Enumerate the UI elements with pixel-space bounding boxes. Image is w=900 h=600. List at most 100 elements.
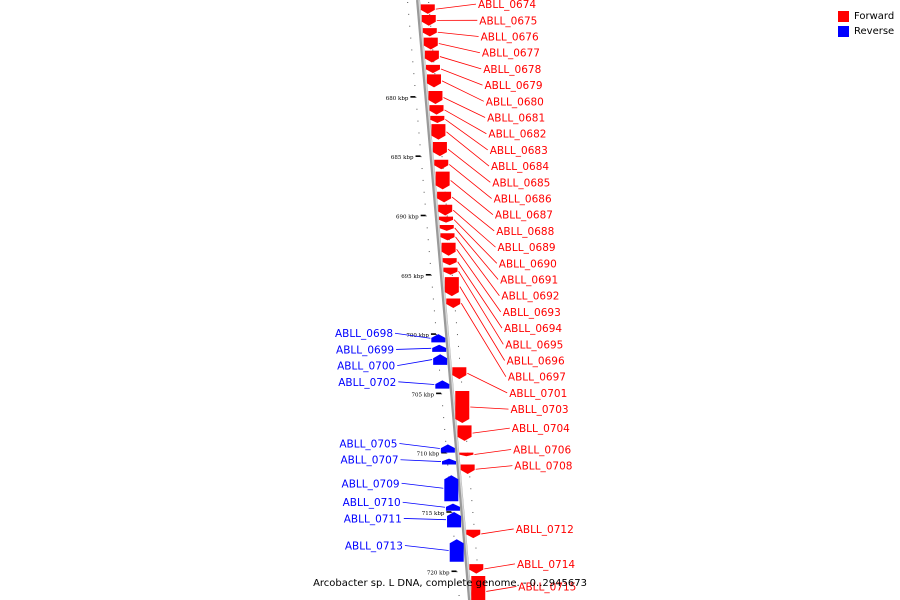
gene-label-abll_0696: ABLL_0696 (507, 356, 565, 368)
leader-abll_0691 (454, 227, 499, 280)
leader-abll_0685 (447, 148, 491, 183)
legend-label-reverse: Reverse (854, 26, 895, 37)
gene-label-abll_0710: ABLL_0710 (343, 497, 401, 509)
minor-tick-left (426, 227, 428, 229)
leader-abll_0707 (400, 459, 442, 462)
gene-arrow-abll_0703 (455, 391, 470, 424)
gene-label-abll_0697: ABLL_0697 (508, 372, 566, 384)
minor-tick-left (431, 286, 433, 288)
gene-arrow-abll_0680 (427, 74, 442, 88)
minor-tick-left (444, 428, 446, 430)
gene-arrow-abll_0683 (430, 115, 445, 123)
minor-tick-right (433, 61, 435, 63)
minor-tick-right (451, 274, 453, 276)
leader-abll_0706 (474, 449, 512, 455)
minor-tick-left (408, 13, 410, 15)
gene-label-abll_0709: ABLL_0709 (342, 478, 400, 490)
gene-label-abll_0676: ABLL_0676 (481, 32, 539, 44)
gene-label-abll_0680: ABLL_0680 (486, 96, 544, 108)
leader-abll_0699 (396, 347, 432, 350)
leader-abll_0682 (444, 109, 487, 135)
leader-abll_0702 (398, 381, 435, 385)
minor-tick-right (461, 381, 463, 383)
leader-abll_0701 (467, 372, 508, 394)
minor-tick-left (414, 85, 416, 87)
gene-label-abll_0692: ABLL_0692 (501, 291, 559, 303)
minor-tick-left (430, 274, 432, 276)
leader-abll_0714 (484, 563, 516, 570)
tick-label: 710 kbp (417, 452, 440, 458)
gene-label-abll_0675: ABLL_0675 (479, 15, 537, 27)
leader-abll_0696 (459, 286, 505, 361)
minor-tick-left (442, 405, 444, 407)
gene-arrow-abll_0699 (432, 344, 447, 352)
leader-abll_0687 (450, 180, 494, 216)
gene-label-abll_0693: ABLL_0693 (503, 307, 561, 319)
gene-label-abll_0713: ABLL_0713 (345, 541, 403, 553)
gene-arrow-abll_0679 (425, 64, 440, 74)
gene-label-abll_0701: ABLL_0701 (509, 388, 567, 400)
gene-arrow-abll_0692 (440, 233, 455, 241)
minor-tick-left (424, 203, 426, 205)
minor-tick-right (457, 345, 459, 347)
minor-tick-left (410, 37, 412, 39)
minor-tick-left (447, 464, 449, 466)
legend-item-forward: Forward (838, 9, 900, 24)
leader-abll_0686 (449, 164, 492, 199)
gene-label-abll_0703: ABLL_0703 (511, 404, 569, 416)
gene-label-abll_0678: ABLL_0678 (483, 64, 541, 76)
minor-tick-right (455, 322, 457, 324)
leader-abll_0680 (441, 80, 484, 102)
leader-abll_0679 (440, 68, 483, 86)
minor-tick-left (457, 583, 459, 585)
minor-tick-left (439, 369, 441, 371)
leader-abll_0690 (453, 219, 498, 264)
leader-abll_0705 (399, 443, 440, 449)
minor-tick-right (430, 25, 432, 27)
leader-abll_0678 (439, 56, 482, 70)
leader-abll_0695 (458, 271, 504, 345)
leader-abll_0674 (435, 3, 477, 10)
minor-tick-right (472, 511, 474, 513)
gene-label-abll_0679: ABLL_0679 (485, 80, 543, 92)
tick-label: 720 kbp (427, 570, 450, 576)
gene-label-abll_0682: ABLL_0682 (488, 129, 546, 141)
leader-abll_0697 (460, 303, 507, 377)
minor-tick-right (448, 239, 450, 241)
minor-tick-left (428, 251, 430, 253)
minor-tick-left (413, 73, 415, 75)
gene-arrows (420, 4, 486, 600)
minor-tick-left (453, 535, 455, 537)
gene-labels: ABLL_0674 ABLL_0675 ABLL_0676 ABLL_0677 ABLL… (335, 0, 576, 593)
leader-abll_0677 (438, 43, 480, 54)
minor-tick-right (469, 476, 471, 478)
leader-abll_0689 (452, 209, 496, 248)
gene-arrow-abll_0715 (471, 576, 486, 600)
backbone-highlight (418, 0, 472, 600)
minor-tick-left (409, 25, 411, 27)
gene-arrow-abll_0707 (442, 458, 457, 465)
minor-tick-left (423, 191, 425, 193)
minor-tick-left (419, 144, 421, 146)
minor-tick-right (434, 73, 436, 75)
minor-tick-right (459, 357, 461, 359)
gene-arrow-abll_0700 (433, 354, 448, 365)
gene-arrow-abll_0713 (449, 539, 464, 562)
minor-tick-left (435, 334, 437, 336)
minor-tick-right (446, 215, 448, 217)
minor-tick-left (422, 179, 424, 181)
gene-arrow-abll_0714 (469, 564, 484, 574)
gene-arrow-abll_0697 (446, 298, 461, 308)
gene-arrow-abll_0696 (444, 277, 459, 297)
minor-tick-right (428, 2, 430, 3)
gene-label-abll_0686: ABLL_0686 (494, 194, 552, 206)
gene-arrow-abll_0689 (438, 204, 453, 216)
leader-abll_0710 (402, 501, 446, 508)
gene-arrow-abll_0675 (421, 15, 436, 26)
gene-label-abll_0683: ABLL_0683 (490, 145, 548, 157)
minor-tick-left (418, 132, 420, 134)
leader-abll_0684 (446, 131, 490, 167)
leader-abll_0698 (394, 332, 431, 339)
leader-abll_0693 (456, 249, 502, 313)
